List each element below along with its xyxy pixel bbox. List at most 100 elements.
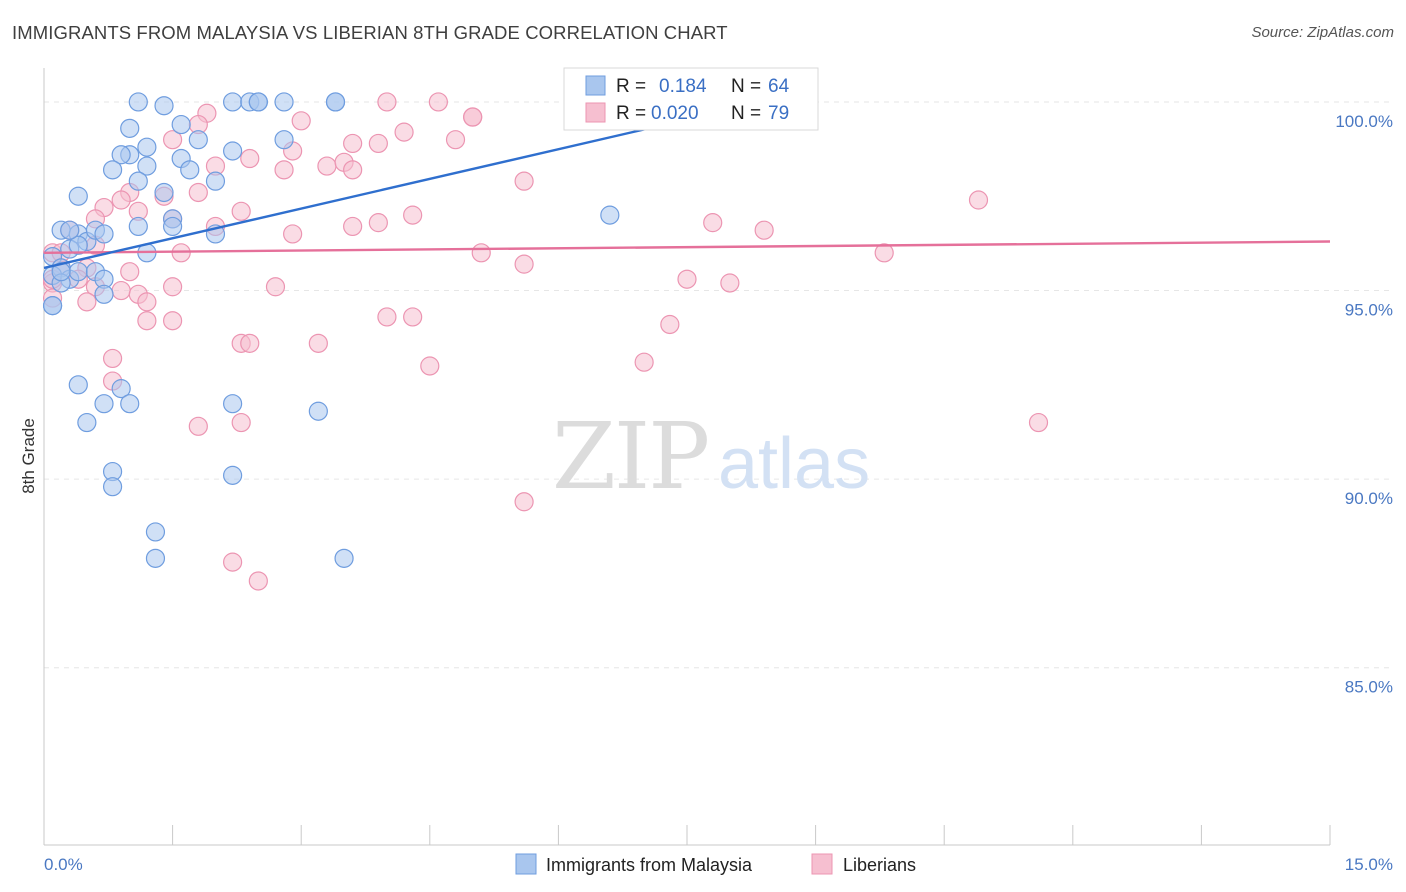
x-tick-label-min: 0.0% xyxy=(44,855,83,874)
y-tick-label: 85.0% xyxy=(1345,678,1393,697)
liberians-point xyxy=(163,311,183,331)
malaysia-point xyxy=(102,160,123,180)
liberians-point xyxy=(463,107,483,127)
malaysia-point xyxy=(111,145,131,165)
liberians-point xyxy=(248,571,268,591)
liberians-point xyxy=(240,333,260,353)
x-tick-marks xyxy=(43,825,1331,845)
liberians-point xyxy=(163,130,183,150)
malaysia-point xyxy=(223,141,243,161)
liberians-point xyxy=(720,273,740,293)
malaysia-point xyxy=(120,118,140,138)
liberians-point xyxy=(394,122,414,142)
legend-r-label-2: R = xyxy=(616,103,646,124)
malaysia-point xyxy=(274,92,294,112)
y-tick-label: 95.0% xyxy=(1345,301,1393,320)
malaysia-point xyxy=(223,92,243,112)
liberians-point xyxy=(163,277,183,297)
bottom-legend-swatch-malaysia xyxy=(515,853,537,875)
bottom-legend-label-malaysia: Immigrants from Malaysia xyxy=(546,855,753,875)
liberians-point xyxy=(308,333,328,353)
trend-line-liberians xyxy=(43,240,1331,255)
liberians-point xyxy=(514,492,534,512)
liberians-point xyxy=(317,156,337,176)
malaysia-point xyxy=(111,379,131,399)
malaysia-point xyxy=(145,548,166,568)
malaysia-point xyxy=(120,394,140,414)
malaysia-point xyxy=(163,216,183,237)
liberians-point xyxy=(120,262,140,282)
malaysia-point xyxy=(94,394,114,414)
liberians-point xyxy=(343,160,363,180)
liberians-point xyxy=(188,182,208,203)
liberians-point xyxy=(231,412,251,433)
malaysia-point xyxy=(128,171,148,191)
watermark: ZIP atlas xyxy=(552,403,870,510)
malaysia-point xyxy=(94,224,114,244)
malaysia-point xyxy=(137,137,157,157)
malaysia-point xyxy=(180,160,200,180)
malaysia-point xyxy=(42,296,63,316)
malaysia-point xyxy=(248,92,268,112)
liberians-point xyxy=(1028,412,1049,433)
liberians-point xyxy=(283,224,303,244)
malaysia-point xyxy=(334,548,354,568)
watermark-zip: ZIP xyxy=(552,403,708,510)
liberians-point xyxy=(428,92,448,112)
liberians-point xyxy=(137,292,157,312)
y-tick-label: 100.0% xyxy=(1335,112,1393,131)
legend: R = 0.184 N = 64 R = 0.020 N = 79 xyxy=(563,67,819,131)
liberians-point xyxy=(111,190,131,210)
malaysia-point xyxy=(145,522,166,542)
bottom-legend: Immigrants from Malaysia Liberians xyxy=(515,853,916,875)
liberians-point xyxy=(77,292,97,312)
liberians-point xyxy=(514,171,534,191)
liberians-point xyxy=(634,352,654,372)
liberians-point xyxy=(223,552,243,572)
legend-r-label-1: R = xyxy=(616,76,646,97)
malaysia-point xyxy=(68,186,88,206)
liberians-point xyxy=(445,130,466,150)
chart-source: Source: ZipAtlas.com xyxy=(1251,24,1394,41)
liberians-point xyxy=(343,216,363,237)
liberians-point xyxy=(240,148,260,169)
malaysia-point xyxy=(223,394,243,414)
malaysia-point xyxy=(128,216,148,237)
liberians-point xyxy=(188,416,208,436)
liberians-point xyxy=(403,205,423,225)
malaysia-point xyxy=(274,130,294,150)
trend-line-malaysia xyxy=(43,104,748,270)
series-malaysia-points xyxy=(42,92,620,568)
bottom-legend-label-liberians: Liberians xyxy=(843,855,916,875)
liberians-point xyxy=(274,160,294,180)
x-tick-label-max: 15.0% xyxy=(1345,855,1393,874)
liberians-point xyxy=(343,133,363,154)
liberians-point xyxy=(420,356,440,376)
legend-n-label-2: N = xyxy=(731,103,761,124)
malaysia-point xyxy=(308,401,328,421)
malaysia-point xyxy=(102,477,123,497)
watermark-atlas: atlas xyxy=(718,424,870,504)
liberians-point xyxy=(754,220,774,240)
liberians-point xyxy=(137,311,157,331)
legend-box xyxy=(563,67,819,131)
liberians-point xyxy=(514,254,534,274)
malaysia-point xyxy=(68,375,88,395)
bottom-legend-swatch-liberians xyxy=(811,853,833,875)
liberians-point xyxy=(403,307,423,327)
trend-lines xyxy=(43,104,1331,270)
malaysia-point xyxy=(94,284,114,304)
liberians-point xyxy=(231,201,251,221)
malaysia-point xyxy=(137,156,157,176)
malaysia-point xyxy=(77,412,97,433)
liberians-point xyxy=(377,92,397,112)
malaysia-point xyxy=(68,262,88,282)
grid-lines xyxy=(44,101,1393,669)
liberians-point xyxy=(102,348,123,369)
malaysia-point xyxy=(188,130,208,150)
malaysia-point xyxy=(600,205,620,225)
y-tick-labels: 85.0% 90.0% 95.0% 100.0% xyxy=(1335,112,1393,697)
chart-title: IMMIGRANTS FROM MALAYSIA VS LIBERIAN 8TH… xyxy=(12,22,728,43)
malaysia-point xyxy=(171,114,191,135)
legend-swatch-malaysia xyxy=(585,75,606,96)
